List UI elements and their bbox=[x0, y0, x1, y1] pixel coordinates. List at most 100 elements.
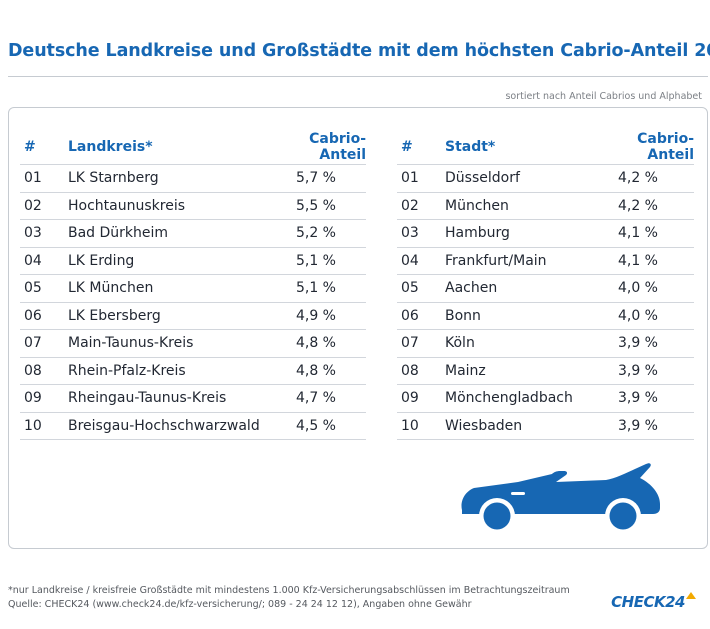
table-header: # Landkreis* Cabrio-Anteil bbox=[20, 131, 366, 163]
value-cell: 3,9 % bbox=[617, 390, 658, 407]
name-cell: Aachen bbox=[445, 280, 498, 297]
table-body: 01 Düsseldorf 4,2 % 02 München 4,2 % 03 Hamburg… bbox=[397, 164, 694, 440]
value-cell: 4,2 % bbox=[617, 197, 658, 214]
value-cell: 4,5 % bbox=[295, 417, 336, 434]
table-row: 01 LK Starnberg 5,7 % bbox=[20, 165, 366, 193]
table-row: 09 Mönchengladbach 3,9 % bbox=[397, 385, 694, 413]
table-row: 03 Hamburg 4,1 % bbox=[397, 220, 694, 248]
name-cell: LK Erding bbox=[68, 252, 135, 269]
name-cell: LK Starnberg bbox=[68, 170, 159, 187]
value-cell: 4,8 % bbox=[295, 362, 336, 379]
name-cell: Hamburg bbox=[445, 225, 510, 242]
front-tire bbox=[483, 502, 511, 530]
logo-accent-icon bbox=[686, 592, 696, 599]
car-body bbox=[461, 463, 660, 514]
name-cell: LK München bbox=[68, 280, 154, 297]
value-cell: 4,2 % bbox=[617, 170, 658, 187]
header-cabrio-anteil: Cabrio-Anteil bbox=[637, 131, 694, 163]
rank-cell: 09 bbox=[401, 390, 419, 407]
name-cell: Main-Taunus-Kreis bbox=[68, 335, 194, 352]
rank-cell: 01 bbox=[24, 170, 42, 187]
table-row: 10 Wiesbaden 3,9 % bbox=[397, 413, 694, 440]
table-row: 06 LK Ebersberg 4,9 % bbox=[20, 303, 366, 330]
page-title: Deutsche Landkreise und Großstädte mit d… bbox=[8, 41, 710, 61]
name-cell: Mönchengladbach bbox=[445, 390, 573, 407]
rank-cell: 08 bbox=[401, 362, 419, 379]
convertible-car-icon bbox=[461, 463, 660, 534]
value-cell: 4,8 % bbox=[295, 335, 336, 352]
value-cell: 3,9 % bbox=[617, 417, 658, 434]
rank-cell: 07 bbox=[24, 335, 42, 352]
value-cell: 4,0 % bbox=[617, 280, 658, 297]
rank-cell: 08 bbox=[24, 362, 42, 379]
door-handle bbox=[511, 492, 525, 495]
name-cell: Rhein-Pfalz-Kreis bbox=[68, 362, 186, 379]
rank-cell: 06 bbox=[401, 307, 419, 324]
name-cell: München bbox=[445, 197, 509, 214]
content-panel bbox=[8, 107, 708, 549]
name-cell: Breisgau-Hochschwarzwald bbox=[68, 417, 260, 434]
value-cell: 4,9 % bbox=[295, 307, 336, 324]
name-cell: Köln bbox=[445, 335, 475, 352]
rank-cell: 04 bbox=[401, 252, 419, 269]
header-stadt: Stadt* bbox=[445, 139, 496, 155]
logo-text: CHECK24 bbox=[611, 593, 685, 611]
check24-logo: CHECK24 bbox=[611, 592, 696, 611]
name-cell: LK Ebersberg bbox=[68, 307, 161, 324]
value-cell: 3,9 % bbox=[617, 362, 658, 379]
header-rank: # bbox=[24, 139, 36, 155]
rank-cell: 09 bbox=[24, 390, 42, 407]
table-body: 01 LK Starnberg 5,7 % 02 Hochtaunuskreis 5,5 … bbox=[20, 164, 366, 440]
header-landkreis: Landkreis* bbox=[68, 139, 153, 155]
value-cell: 5,7 % bbox=[295, 170, 336, 187]
table-row: 04 LK Erding 5,1 % bbox=[20, 248, 366, 275]
name-cell: Frankfurt/Main bbox=[445, 252, 547, 269]
name-cell: Bonn bbox=[445, 307, 481, 324]
rear-tire bbox=[609, 502, 637, 530]
name-cell: Düsseldorf bbox=[445, 170, 520, 187]
table-row: 01 Düsseldorf 4,2 % bbox=[397, 165, 694, 193]
value-cell: 4,1 % bbox=[617, 252, 658, 269]
rank-cell: 07 bbox=[401, 335, 419, 352]
value-cell: 5,5 % bbox=[295, 197, 336, 214]
rank-cell: 04 bbox=[24, 252, 42, 269]
table-row: 05 LK München 5,1 % bbox=[20, 275, 366, 303]
name-cell: Wiesbaden bbox=[445, 417, 523, 434]
header-rank: # bbox=[401, 139, 413, 155]
name-cell: Bad Dürkheim bbox=[68, 225, 169, 242]
source-note: Quelle: CHECK24 (www.check24.de/kfz-vers… bbox=[8, 599, 472, 610]
value-cell: 5,2 % bbox=[295, 225, 336, 242]
table-row: 07 Köln 3,9 % bbox=[397, 330, 694, 358]
value-cell: 4,7 % bbox=[295, 390, 336, 407]
rank-cell: 02 bbox=[24, 197, 42, 214]
title-divider bbox=[8, 76, 708, 77]
rank-cell: 10 bbox=[401, 417, 419, 434]
rank-cell: 05 bbox=[401, 280, 419, 297]
rank-cell: 03 bbox=[24, 225, 42, 242]
name-cell: Mainz bbox=[445, 362, 486, 379]
value-cell: 4,0 % bbox=[617, 307, 658, 324]
landkreis-table: # Landkreis* Cabrio-Anteil 01 LK Starnber… bbox=[20, 131, 366, 440]
rank-cell: 01 bbox=[401, 170, 419, 187]
table-row: 05 Aachen 4,0 % bbox=[397, 275, 694, 303]
name-cell: Hochtaunuskreis bbox=[68, 197, 185, 214]
footnote: *nur Landkreise / kreisfreie Großstädte … bbox=[8, 585, 570, 596]
value-cell: 3,9 % bbox=[617, 335, 658, 352]
sort-note: sortiert nach Anteil Cabrios und Alphabe… bbox=[505, 91, 702, 102]
table-row: 10 Breisgau-Hochschwarzwald 4,5 % bbox=[20, 413, 366, 440]
table-row: 07 Main-Taunus-Kreis 4,8 % bbox=[20, 330, 366, 358]
stadt-table: # Stadt* Cabrio-Anteil 01 Düsseldorf 4,2 %… bbox=[397, 131, 694, 440]
value-cell: 4,1 % bbox=[617, 225, 658, 242]
name-cell: Rheingau-Taunus-Kreis bbox=[68, 390, 227, 407]
table-row: 04 Frankfurt/Main 4,1 % bbox=[397, 248, 694, 275]
table-row: 02 Hochtaunuskreis 5,5 % bbox=[20, 193, 366, 220]
header-cabrio-anteil: Cabrio-Anteil bbox=[309, 131, 366, 163]
table-row: 06 Bonn 4,0 % bbox=[397, 303, 694, 330]
table-row: 09 Rheingau-Taunus-Kreis 4,7 % bbox=[20, 385, 366, 413]
table-header: # Stadt* Cabrio-Anteil bbox=[397, 131, 694, 163]
rank-cell: 06 bbox=[24, 307, 42, 324]
rank-cell: 02 bbox=[401, 197, 419, 214]
table-row: 08 Rhein-Pfalz-Kreis 4,8 % bbox=[20, 358, 366, 385]
table-row: 08 Mainz 3,9 % bbox=[397, 358, 694, 385]
table-row: 03 Bad Dürkheim 5,2 % bbox=[20, 220, 366, 248]
